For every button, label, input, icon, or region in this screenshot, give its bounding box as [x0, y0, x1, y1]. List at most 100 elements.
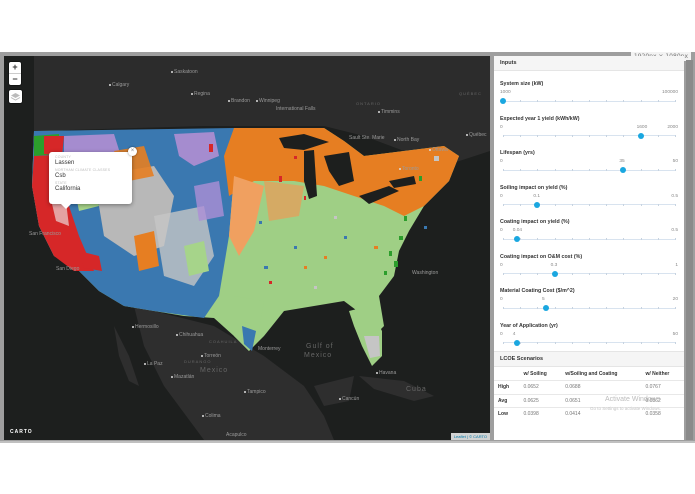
slider-handle[interactable]: [543, 305, 549, 311]
slider-tick: [571, 100, 573, 102]
slider-tick: [537, 238, 539, 240]
lcoe-col-soiling: w/ Soiling: [523, 370, 547, 377]
lcoe-col-soiling-coating: w/Soiling and Coating: [565, 370, 618, 377]
slider-tick: [589, 238, 590, 240]
zoom-in-button[interactable]: +: [12, 62, 18, 72]
map-label-gulf: Gulf of: [306, 343, 334, 350]
slider-handle[interactable]: [500, 98, 506, 104]
slider-track[interactable]: [500, 236, 678, 242]
slider-handle[interactable]: [551, 270, 558, 277]
slider-title: System size (kW): [500, 81, 544, 87]
slider-tick: [554, 169, 556, 171]
slider-tick: [675, 169, 676, 171]
cell: 0.0625: [519, 393, 562, 408]
slider-tick: [571, 238, 573, 240]
map-label-cuba: Cuba: [406, 386, 427, 393]
slider-tick: [503, 272, 504, 275]
map-label-toronto: Toronto: [399, 166, 419, 172]
lcoe-col-blank: [494, 367, 519, 381]
scrollbar[interactable]: [686, 60, 693, 440]
slider-tick: [675, 272, 676, 275]
zoom-out-button[interactable]: −: [9, 73, 21, 85]
slider-track[interactable]: [500, 98, 678, 104]
inputs-header: Inputs: [494, 56, 684, 71]
slider-tick: [640, 272, 642, 275]
slider-current: 0.1: [533, 193, 541, 199]
map-canvas: [4, 56, 490, 440]
slider-tick: [623, 238, 625, 240]
slider-tick: [571, 169, 573, 171]
slider-current: 0.3: [550, 262, 558, 268]
county-popup: × COUNTY Lassen NORTHAM CLIMATE CLASSES …: [49, 147, 137, 209]
lcoe-col-neither: w/ Neither: [645, 370, 670, 377]
slider-group: System size (kW) 1000 100000: [494, 71, 684, 106]
slider-values: 0 0.04 0.5: [500, 228, 678, 236]
slider-track[interactable]: [500, 339, 678, 346]
slider-tick: [520, 272, 522, 275]
map-label-brandon: Brandon: [228, 98, 250, 104]
slider-tick: [675, 341, 676, 344]
slider-min: 0: [500, 331, 503, 337]
slider-handle[interactable]: [513, 339, 520, 346]
popup-close-button[interactable]: ×: [128, 147, 137, 156]
slider-tick: [623, 272, 625, 275]
slider-tick: [520, 100, 522, 102]
slider-tick: [657, 341, 659, 344]
slider-tick: [589, 100, 590, 102]
slider-tick: [503, 341, 504, 344]
slider-tick: [589, 169, 590, 171]
popup-value-climate: Csb: [55, 173, 66, 179]
cell: 0.0688: [561, 380, 642, 394]
slider-current: 4: [512, 331, 516, 337]
slider-max: 0.5: [671, 193, 678, 199]
lcoe-header: LCOE Scenarios: [494, 351, 684, 367]
slider-tick: [520, 238, 522, 240]
layers-button[interactable]: [9, 90, 22, 103]
row-label-high: High: [494, 380, 520, 394]
slider-min: 1000: [500, 90, 511, 95]
slider-handle[interactable]: [513, 236, 520, 242]
carto-logo: CARTO: [10, 429, 33, 435]
slider-tick: [640, 238, 642, 240]
slider-group: Coating impact on yield (%) 0 0.04 0.5: [494, 209, 684, 244]
layers-icon: [10, 93, 21, 101]
slider-handle[interactable]: [637, 132, 644, 139]
slider-track[interactable]: [500, 305, 678, 311]
map-label-quebec: Québec: [466, 132, 487, 138]
map-label-regina: Regina: [191, 91, 210, 97]
slider-track[interactable]: [500, 167, 678, 173]
choropleth-map[interactable]: + − Calgary Saskatoon Regina Brandon Win…: [4, 56, 490, 440]
slider-tick: [657, 169, 659, 171]
slider-track[interactable]: [500, 201, 678, 208]
slider-tick: [623, 100, 625, 102]
slider-tick: [554, 203, 556, 206]
zoom-control: + −: [9, 62, 21, 85]
slider-tick: [589, 134, 590, 137]
map-attribution[interactable]: Leaflet | © CARTO: [450, 433, 490, 440]
row-label-avg: Avg: [494, 393, 520, 408]
slider-tick: [606, 238, 608, 240]
map-label-la-paz: La Paz: [144, 361, 163, 367]
slider-handle[interactable]: [534, 201, 541, 208]
slider-tick: [503, 203, 504, 206]
slider-tick: [571, 134, 573, 137]
slider-group: Soiling impact on yield (%) 0 0.1 0.5: [494, 175, 684, 210]
slider-max: 50: [672, 159, 678, 164]
slider-max: 0.5: [671, 228, 678, 233]
slider-track[interactable]: [500, 270, 678, 277]
map-label-colima: Colima: [202, 413, 221, 419]
slider-tick: [606, 100, 608, 102]
slider-handle[interactable]: [620, 167, 627, 173]
map-label-tampico: Tampico: [244, 389, 266, 395]
table-row: Low 0.0398 0.0414 0.0358: [494, 407, 684, 421]
slider-tick: [537, 100, 539, 102]
slider-tick: [640, 203, 642, 206]
slider-tick: [606, 134, 608, 137]
popup-label-climate: NORTHAM CLIMATE CLASSES: [55, 168, 111, 172]
slider-tick: [657, 272, 659, 275]
slider-track[interactable]: [500, 132, 678, 139]
map-label-ottawa: Ottawa: [429, 147, 448, 153]
slider-tick: [503, 169, 504, 171]
slider-tick: [657, 203, 659, 206]
slider-min: 0: [500, 297, 503, 302]
